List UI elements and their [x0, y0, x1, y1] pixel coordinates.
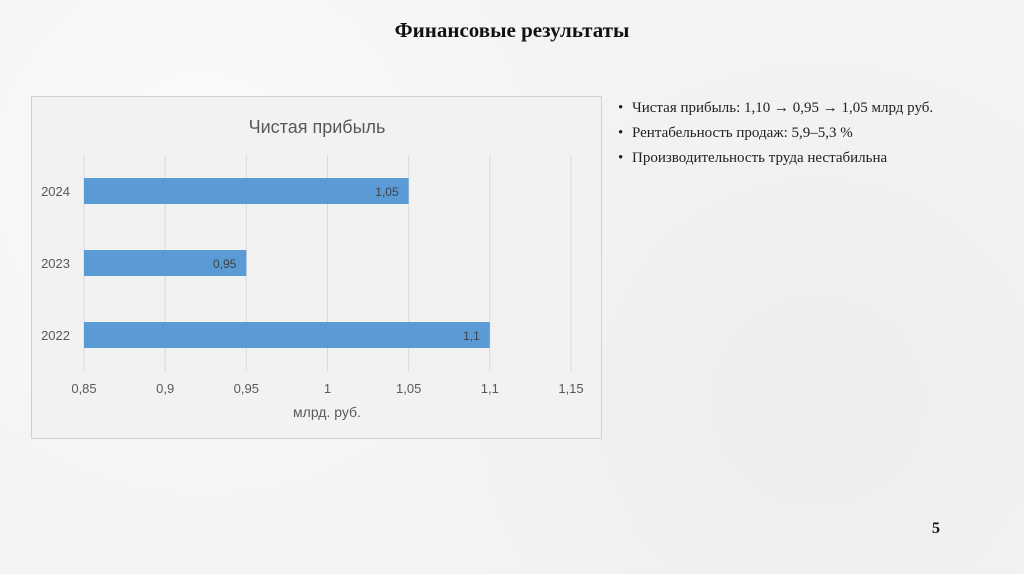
- bullet-item: • Производительность труда нестабильна: [618, 148, 998, 168]
- bullet-text: Производительность труда нестабильна: [632, 150, 888, 166]
- bullet-list: • Чистая прибыль: 1,10 → 0,95 → 1,05 млр…: [618, 98, 998, 173]
- x-tick-label: 0,9: [156, 381, 174, 396]
- page-title: Финансовые результаты: [394, 18, 630, 42]
- data-label: 1,05: [375, 185, 399, 199]
- bullet-item: • Чистая прибыль: 1,10 → 0,95 → 1,05 млр…: [618, 98, 998, 118]
- bullet-text: Рентабельность продаж: 5,9–5,3 %: [632, 125, 853, 141]
- bar: [84, 250, 247, 276]
- bullet-marker: •: [618, 150, 624, 166]
- chart-title: Чистая прибыль: [249, 117, 386, 137]
- bullet-marker: •: [618, 100, 624, 116]
- net-profit-chart: Чистая прибыль 0,85 0,9 0,95 1 1,05 1,1 1,15 1,0…: [41, 117, 584, 420]
- y-tick-label: 2023: [41, 256, 70, 271]
- x-tick-label: 0,85: [71, 381, 96, 396]
- data-label: 0,95: [213, 257, 237, 271]
- x-tick-label: 1,15: [558, 381, 583, 396]
- chart-frame: Чистая прибыль 0,85 0,9 0,95 1 1,05 1,1 1,15 1,0…: [31, 96, 602, 439]
- x-tick-label: 1,1: [481, 381, 499, 396]
- bullet-item: • Рентабельность продаж: 5,9–5,3 %: [618, 123, 998, 143]
- x-tick-label: 1: [324, 381, 331, 396]
- y-tick-label: 2022: [41, 328, 70, 343]
- bullet-marker: •: [618, 125, 624, 141]
- bar: [84, 178, 409, 204]
- x-tick-label: 0,95: [234, 381, 259, 396]
- data-label: 1,1: [463, 329, 480, 343]
- bar: [84, 322, 490, 348]
- x-tick-label: 1,05: [396, 381, 421, 396]
- x-axis-label: млрд. руб.: [293, 404, 361, 420]
- y-tick-label: 2024: [41, 184, 70, 199]
- bullet-text: Чистая прибыль: 1,10 → 0,95 → 1,05 млрд …: [632, 100, 934, 116]
- page-number: 5: [932, 520, 940, 537]
